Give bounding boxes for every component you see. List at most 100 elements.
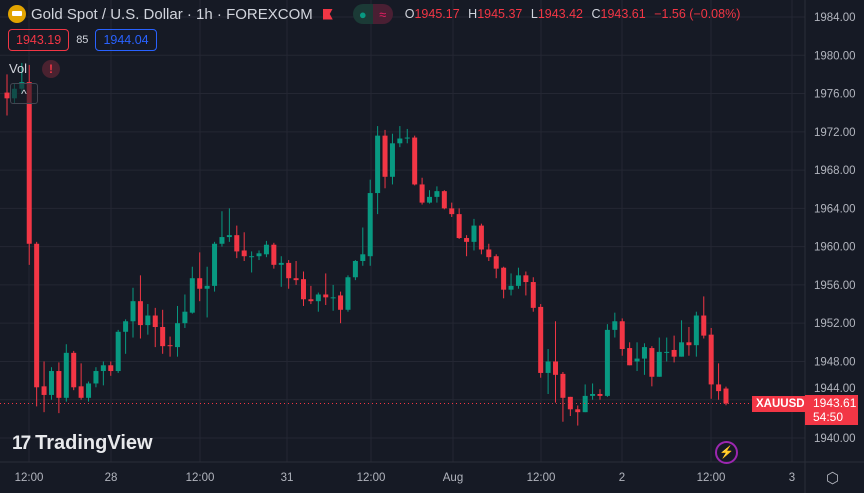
candle-body: [627, 348, 633, 366]
candle-body: [234, 235, 240, 252]
candle: [108, 361, 114, 376]
change-value: −1.56 (−0.08%): [654, 7, 741, 21]
time-tick-label: 12:00: [697, 472, 726, 484]
candle: [86, 381, 92, 402]
candle: [679, 320, 685, 357]
candle: [701, 296, 707, 339]
candle: [160, 309, 166, 354]
candle: [226, 208, 232, 242]
candle: [4, 74, 10, 116]
price-tick-label: 1984.00: [814, 12, 856, 24]
candle-body: [137, 301, 143, 326]
candle-body: [278, 262, 284, 265]
candle-body: [4, 92, 10, 99]
candle-body: [530, 282, 536, 308]
candle: [664, 337, 670, 362]
market-open-icon: ●: [352, 4, 373, 24]
candle: [434, 186, 440, 203]
candle: [471, 218, 477, 251]
candle-body: [338, 295, 344, 310]
sell-button[interactable]: 1943.19: [8, 29, 70, 51]
candle: [634, 342, 640, 372]
candle: [137, 275, 143, 339]
candle-body: [538, 306, 544, 373]
candle: [545, 349, 551, 394]
candle-body: [352, 260, 358, 278]
time-tick-label: 3: [789, 472, 795, 484]
candle-body: [323, 294, 329, 298]
candle: [671, 335, 677, 363]
time-tick-label: 12:00: [15, 472, 44, 484]
candle-body: [501, 267, 507, 290]
high-value: 1945.37: [477, 7, 523, 21]
candle: [508, 273, 514, 296]
candle-body: [86, 383, 92, 398]
candle: [590, 383, 596, 400]
candle-body: [56, 371, 62, 398]
candle-body: [701, 315, 707, 336]
candle: [456, 208, 462, 239]
candle-body: [115, 331, 121, 372]
candle-body: [26, 82, 32, 244]
candle: [145, 304, 151, 335]
candle-body: [160, 327, 166, 347]
candle: [286, 260, 292, 289]
candle-body: [256, 253, 262, 257]
candle-body: [649, 348, 655, 377]
tradingview-logo[interactable]: 17 TradingView: [12, 432, 153, 455]
candle: [330, 284, 336, 311]
candle-body: [345, 277, 351, 310]
candle: [219, 211, 225, 247]
candle: [34, 241, 40, 407]
market-status-pill[interactable]: ● ≈: [352, 4, 393, 24]
candle-body: [263, 244, 269, 255]
volume-indicator-label[interactable]: Vol: [9, 61, 28, 76]
candle-body: [389, 143, 395, 177]
candle-body: [553, 361, 559, 375]
delay-icon: ≈: [372, 4, 393, 24]
candle-body: [145, 315, 151, 326]
warning-icon[interactable]: !: [42, 60, 60, 78]
lightning-icon[interactable]: ⚡: [715, 441, 738, 464]
candle-body: [641, 347, 647, 359]
candle: [293, 260, 299, 285]
candle: [412, 135, 418, 186]
high-label: H: [468, 7, 478, 21]
candle-body: [597, 393, 603, 396]
candle-body: [478, 225, 484, 250]
candle-body: [93, 371, 99, 384]
candle-body: [241, 250, 247, 257]
candle-body: [404, 137, 410, 139]
time-axis[interactable]: 12:00 28 12:00 31 12:00 Aug 12:00 2 12:00 3: [15, 472, 796, 484]
candle: [174, 305, 180, 357]
candle: [56, 362, 62, 414]
candle: [41, 361, 47, 413]
candle-body: [197, 278, 203, 289]
candle-body: [567, 396, 573, 410]
candle: [197, 252, 203, 302]
open-label: O: [404, 7, 415, 21]
last-price: 1943.61: [813, 396, 857, 410]
settings-icon[interactable]: ⬡: [826, 470, 840, 487]
bar-countdown: 54:50: [813, 410, 844, 424]
candle-body: [486, 249, 492, 258]
price-tick-label: 1940.00: [814, 433, 856, 445]
collapse-indicators-button[interactable]: ^: [10, 83, 38, 104]
candle-body: [34, 243, 40, 388]
candle-body: [671, 349, 677, 357]
candle: [352, 260, 358, 281]
symbol-title[interactable]: Gold Spot / U.S. Dollar · 1h · FOREXCOM: [31, 5, 313, 23]
candle: [686, 327, 692, 356]
spread: 85: [76, 34, 89, 46]
flag-icon[interactable]: [322, 8, 333, 20]
candle-body: [545, 361, 551, 373]
candle-body: [412, 137, 418, 185]
candle-body: [716, 384, 722, 392]
price-axis[interactable]: 1984.00 1980.00 1976.00 1972.00 1968.00 1964.…: [814, 12, 856, 445]
candle: [100, 361, 106, 386]
candle-body: [300, 279, 306, 300]
candle-body: [375, 135, 381, 194]
candle-body: [100, 365, 106, 372]
buy-button[interactable]: 1944.04: [95, 29, 157, 51]
